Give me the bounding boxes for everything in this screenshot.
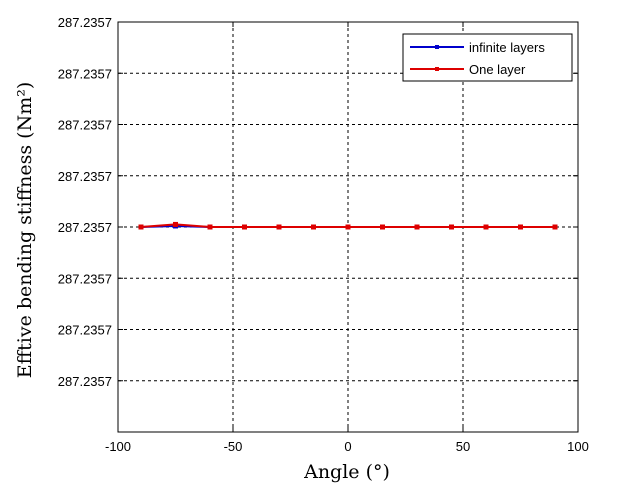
y-tick-label: 287.2357 [58, 15, 112, 30]
series-layer [138, 221, 558, 230]
y-tick-label: 287.2357 [58, 66, 112, 81]
x-tick-label: -50 [224, 439, 243, 454]
y-axis-title: Efftive bending stiffness (Nm²) [14, 82, 36, 379]
data-point-one-layer [345, 224, 351, 230]
legend-box [402, 33, 573, 82]
data-point-one-layer [552, 224, 558, 230]
axis-ticks: -100 -50 0 50 100 287.2357 287.2357 287.2357 287… [58, 15, 589, 454]
data-point-one-layer [380, 224, 385, 230]
x-axis-title: Angle (°) [303, 461, 390, 483]
y-tick-label: 287.2357 [58, 169, 112, 184]
x-tick-label: 0 [344, 439, 351, 454]
data-point-one-layer [449, 224, 454, 230]
data-point-one-layer [311, 224, 316, 230]
legend: infinite layers One layer [402, 33, 573, 82]
y-tick-label: 287.2357 [58, 271, 112, 286]
y-tick-label: 287.2357 [58, 374, 112, 389]
x-tick-label: 100 [567, 439, 589, 454]
y-tick-label: 287.2357 [58, 323, 112, 338]
data-point-one-layer [518, 224, 523, 230]
legend-label-infinite-layers: infinite layers [469, 40, 545, 55]
y-tick-label: 287.2357 [58, 118, 112, 133]
data-point-one-layer [242, 224, 247, 230]
y-tick-label: 287.2357 [58, 220, 112, 235]
data-point-one-layer [483, 224, 489, 230]
legend-marker-infinite-layers [435, 45, 439, 49]
data-point-one-layer [138, 224, 144, 230]
data-point-one-layer [276, 224, 282, 230]
x-tick-label: -100 [105, 439, 131, 454]
legend-label-one-layer: One layer [469, 62, 526, 77]
data-point-one-layer [173, 221, 178, 227]
data-point-one-layer [414, 224, 420, 230]
legend-marker-one-layer [435, 67, 439, 71]
x-tick-label: 50 [456, 439, 470, 454]
data-point-one-layer [207, 224, 213, 230]
